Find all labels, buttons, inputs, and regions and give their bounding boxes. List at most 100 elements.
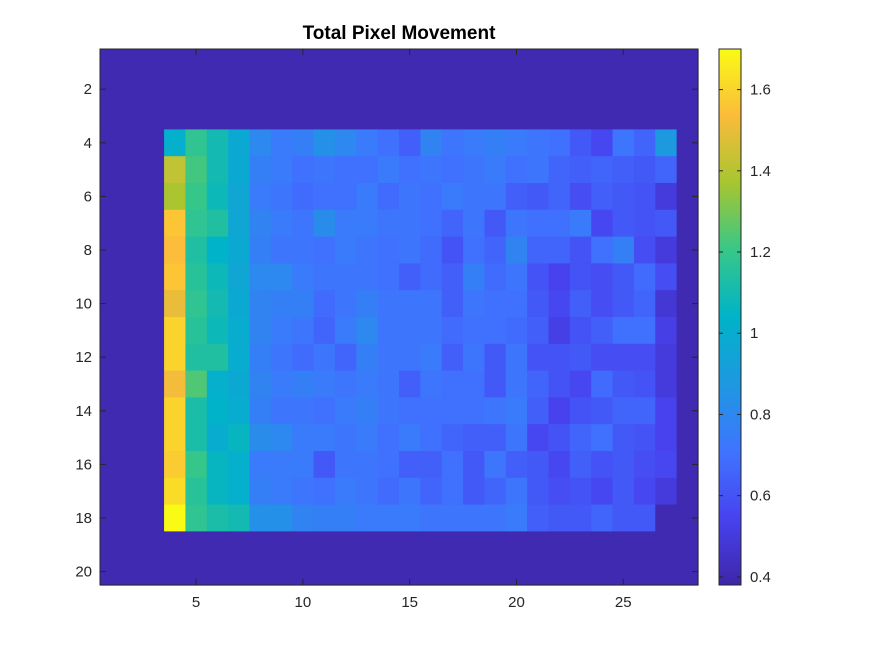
heatmap-cell: [164, 156, 187, 184]
heatmap-cell: [463, 343, 486, 372]
heatmap-cell: [228, 531, 251, 559]
heatmap-cell: [548, 49, 571, 77]
heatmap-cell: [676, 290, 699, 318]
heatmap-cell: [206, 263, 229, 291]
heatmap-cell: [206, 424, 229, 452]
heatmap-cell: [527, 424, 550, 452]
heatmap-cell: [164, 397, 187, 425]
heatmap-cell: [612, 504, 635, 532]
heatmap-cell: [334, 49, 357, 77]
heatmap-cell: [441, 183, 464, 211]
heatmap-cell: [484, 558, 507, 586]
heatmap-cell: [292, 75, 315, 104]
y-tick-label: 18: [75, 510, 92, 527]
heatmap-cell: [441, 236, 464, 264]
heatmap-cell: [441, 477, 464, 506]
heatmap-cell: [399, 75, 421, 104]
heatmap-cell: [142, 370, 165, 398]
heatmap-cell: [292, 236, 315, 264]
heatmap-cell: [633, 263, 656, 291]
heatmap-cell: [548, 156, 571, 184]
heatmap-cell: [292, 317, 315, 345]
heatmap-cell: [569, 424, 592, 452]
heatmap-cell: [313, 451, 336, 479]
heatmap-cell: [569, 504, 592, 532]
heatmap-cell: [484, 102, 507, 130]
heatmap-cell: [463, 102, 486, 130]
heatmap-cell: [164, 424, 187, 452]
heatmap-cell: [484, 263, 507, 291]
heatmap-cell: [612, 102, 635, 130]
heatmap-cell: [270, 290, 293, 318]
heatmap-cell: [569, 129, 592, 157]
heatmap-cell: [548, 129, 571, 157]
heatmap-cell: [612, 424, 635, 452]
heatmap-cell: [142, 75, 165, 104]
heatmap-cell: [334, 424, 357, 452]
heatmap-cell: [121, 263, 144, 291]
heatmap-cell: [313, 263, 336, 291]
heatmap-cell: [399, 343, 421, 372]
heatmap-cell: [655, 156, 678, 184]
heatmap-cell: [228, 424, 251, 452]
heatmap-cell: [228, 504, 251, 532]
heatmap-cell: [420, 451, 443, 479]
heatmap-cell: [399, 531, 421, 559]
heatmap-cell: [164, 75, 187, 104]
heatmap-cell: [420, 156, 443, 184]
heatmap-cell: [100, 504, 122, 532]
heatmap-cell: [292, 451, 315, 479]
heatmap-cell: [206, 209, 229, 238]
x-tick-label: 10: [295, 594, 312, 611]
heatmap-cell: [121, 397, 144, 425]
heatmap-cell: [100, 370, 122, 398]
heatmap-cell: [270, 183, 293, 211]
heatmap-cell: [228, 236, 251, 264]
heatmap-cell: [270, 370, 293, 398]
heatmap-cell: [569, 451, 592, 479]
heatmap-cell: [505, 451, 528, 479]
heatmap-cell: [270, 451, 293, 479]
heatmap-cell: [164, 504, 187, 532]
heatmap-cell: [356, 477, 379, 506]
heatmap-cell: [484, 236, 507, 264]
heatmap-cell: [655, 49, 678, 77]
heatmap-cell: [505, 263, 528, 291]
heatmap-cell: [206, 531, 229, 559]
heatmap-cell: [377, 102, 400, 130]
heatmap-cell: [313, 558, 336, 586]
heatmap-cell: [399, 102, 421, 130]
heatmap-cell: [548, 504, 571, 532]
heatmap-cell: [463, 397, 486, 425]
heatmap-cell: [356, 343, 379, 372]
heatmap-cell: [206, 129, 229, 157]
heatmap-cell: [292, 397, 315, 425]
heatmap-cell: [676, 75, 699, 104]
heatmap-cell: [121, 343, 144, 372]
heatmap-cell: [484, 156, 507, 184]
x-tick-label: 20: [508, 594, 525, 611]
heatmap-cell: [591, 236, 614, 264]
heatmap-cell: [676, 183, 699, 211]
heatmap-cell: [633, 397, 656, 425]
heatmap-cell: [633, 424, 656, 452]
heatmap-cell: [249, 504, 272, 532]
heatmap-cell: [334, 236, 357, 264]
heatmap-cell: [527, 236, 550, 264]
heatmap-cell: [313, 343, 336, 372]
heatmap-cell: [591, 370, 614, 398]
heatmap-cell: [313, 370, 336, 398]
heatmap-cell: [676, 49, 699, 77]
heatmap-cell: [633, 156, 656, 184]
heatmap-cell: [591, 317, 614, 345]
heatmap-cell: [121, 504, 144, 532]
heatmap-cell: [676, 102, 699, 130]
heatmap-cell: [463, 236, 486, 264]
heatmap-cell: [121, 370, 144, 398]
heatmap-cell: [420, 209, 443, 238]
heatmap-cell: [612, 290, 635, 318]
heatmap-cell: [548, 209, 571, 238]
heatmap-cell: [548, 424, 571, 452]
colorbar-tick-label: 0.4: [750, 569, 771, 586]
heatmap-cell: [334, 558, 357, 586]
